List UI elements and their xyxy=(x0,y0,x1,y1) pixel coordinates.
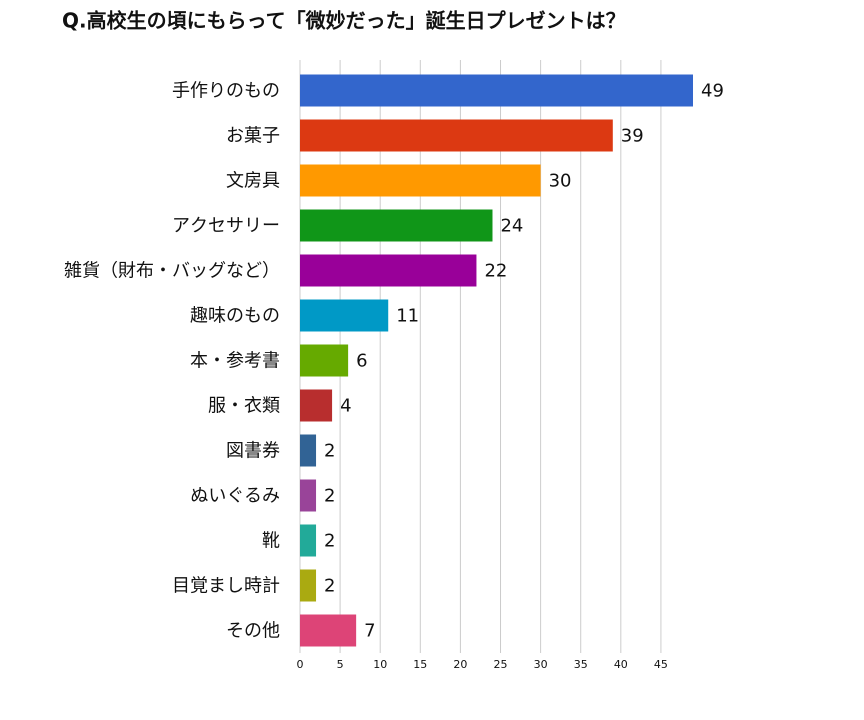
x-tick-label: 35 xyxy=(574,658,588,671)
bar xyxy=(300,479,317,512)
y-tick-label: 雑貨（財布・バッグなど） xyxy=(64,261,280,282)
y-tick-label: ぬいぐるみ xyxy=(190,486,280,507)
bar xyxy=(300,74,693,107)
value-label: 2 xyxy=(324,576,335,597)
bar xyxy=(300,209,493,242)
bar xyxy=(300,299,389,332)
bar xyxy=(300,614,357,647)
bar xyxy=(300,389,333,422)
x-tick-label: 20 xyxy=(453,658,467,671)
x-tick-label: 0 xyxy=(297,658,304,671)
bar xyxy=(300,434,317,467)
value-label: 2 xyxy=(324,486,335,507)
y-tick-label: お菓子 xyxy=(226,126,280,147)
value-label: 24 xyxy=(500,216,523,237)
y-tick-label: 靴 xyxy=(262,531,280,552)
y-tick-label: 服・衣類 xyxy=(208,396,280,417)
value-label: 11 xyxy=(396,306,419,327)
bar xyxy=(300,164,541,197)
y-tick-label: 目覚まし時計 xyxy=(172,576,280,597)
y-tick-label: 趣味のもの xyxy=(190,306,280,327)
chart-title: Q.高校生の頃にもらって「微妙だった」誕生日プレゼントは？ xyxy=(62,9,626,33)
value-label: 30 xyxy=(549,171,572,192)
y-tick-label: 手作りのもの xyxy=(172,81,280,102)
x-tick-label: 30 xyxy=(534,658,548,671)
value-label: 2 xyxy=(324,441,335,462)
y-tick-label: アクセサリー xyxy=(172,216,280,237)
value-label: 7 xyxy=(364,621,375,642)
value-label: 4 xyxy=(340,396,351,417)
bar xyxy=(300,524,317,557)
y-tick-label: 図書券 xyxy=(226,441,280,462)
value-label: 6 xyxy=(356,351,367,372)
bar xyxy=(300,254,477,287)
y-tick-label: 文房具 xyxy=(226,171,280,192)
value-label: 22 xyxy=(484,261,507,282)
value-label: 49 xyxy=(701,81,724,102)
x-tick-label: 45 xyxy=(654,658,668,671)
x-tick-label: 15 xyxy=(413,658,427,671)
x-tick-label: 10 xyxy=(373,658,387,671)
value-label: 2 xyxy=(324,531,335,552)
y-tick-label: その他 xyxy=(226,621,280,642)
bar xyxy=(300,344,349,377)
value-label: 39 xyxy=(621,126,644,147)
x-tick-label: 5 xyxy=(337,658,344,671)
y-tick-label: 本・参考書 xyxy=(190,351,280,372)
bar xyxy=(300,569,317,602)
x-tick-label: 40 xyxy=(614,658,628,671)
x-tick-label: 25 xyxy=(494,658,508,671)
bar xyxy=(300,119,613,152)
